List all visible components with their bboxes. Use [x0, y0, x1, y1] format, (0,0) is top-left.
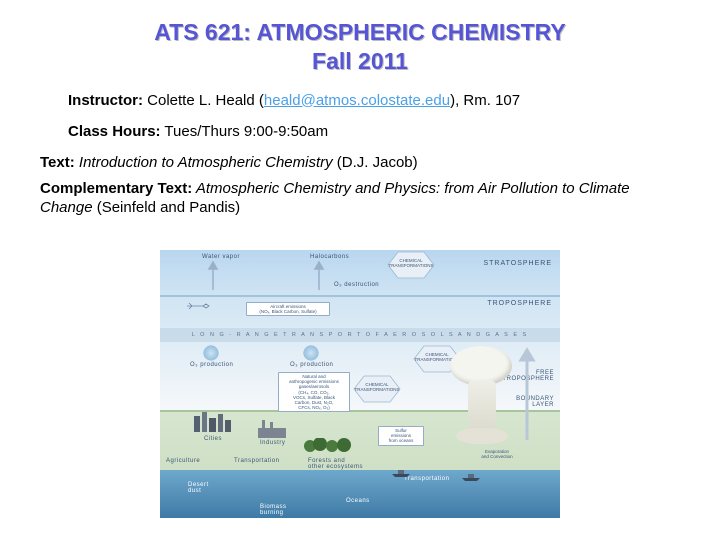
label-cities: Cities: [204, 436, 222, 442]
hours-label: Class Hours:: [68, 123, 161, 140]
aerosol-transport-band: L O N G - R A N G E T R A N S P O R T O …: [160, 328, 560, 342]
hours-line: Class Hours: Tues/Thurs 9:00-9:50am: [68, 121, 680, 143]
instructor-label: Instructor:: [68, 92, 143, 109]
comptext-label: Complementary Text:: [40, 180, 192, 197]
label-biomass: Biomass burning: [260, 504, 287, 516]
label-troposphere: TROPOSPHERE: [487, 300, 552, 307]
comptext-author: (Seinfeld and Pandis): [97, 199, 240, 216]
course-title: ATS 621: ATMOSPHERIC CHEMISTRY Fall 2011: [40, 18, 680, 76]
label-stratosphere: STRATOSPHERE: [483, 260, 552, 267]
label-forests: Forests and other ecosystems: [308, 458, 363, 470]
title-line2: Fall 2011: [312, 48, 408, 74]
instructor-after: ), Rm. 107: [450, 92, 520, 109]
label-oceans: Oceans: [346, 498, 370, 504]
box-sulfur: Sulfur emissions from oceans: [378, 426, 424, 446]
text-label: Text:: [40, 154, 75, 171]
label-o3-prod-right: O₃ production: [290, 362, 333, 368]
cities-icon: [192, 408, 242, 436]
ocean-layer: [160, 470, 560, 518]
cloud-base: [456, 428, 508, 444]
ship-icon-1: [390, 468, 412, 480]
label-o3-destruction: O₃ destruction: [334, 282, 379, 288]
box-emissions: Natural and anthropogenic emissions gase…: [278, 372, 350, 412]
hex-chemtrans-top-text: CHEMICAL TRANSFORMATIONS: [386, 259, 436, 269]
arrow-evap: [520, 350, 534, 442]
comptext-line: Complementary Text: Atmospheric Chemistr…: [40, 179, 680, 218]
airplane-icon: [186, 302, 210, 310]
label-halocarbons: Halocarbons: [310, 254, 349, 260]
text-title: Introduction to Atmospheric Chemistry: [75, 154, 337, 171]
label-transportation: Transportation: [234, 458, 279, 464]
title-line1: ATS 621: ATMOSPHERIC CHEMISTRY: [154, 19, 565, 45]
hours-value: Tues/Thurs 9:00-9:50am: [161, 123, 329, 140]
atmosphere-diagram: STRATOSPHERE TROPOSPHERE FREE TROPOSPHER…: [160, 250, 560, 518]
arrow-up-1: [208, 262, 218, 292]
instructor-line: Instructor: Colette L. Heald (heald@atmo…: [68, 90, 680, 112]
slide: ATS 621: ATMOSPHERIC CHEMISTRY Fall 2011…: [0, 0, 720, 540]
instructor-name: Colette L. Heald (: [143, 92, 264, 109]
text-line: Text: Introduction to Atmospheric Chemis…: [40, 153, 680, 173]
label-industry: Industry: [260, 440, 285, 446]
hex-chemtrans-3-text: CHEMICAL TRANSFORMATIONS: [352, 383, 402, 393]
label-water-vapor: Water vapor: [202, 254, 240, 260]
label-desert: Desert dust: [188, 482, 209, 494]
tropopause-line: [160, 295, 560, 297]
o3-circle-right: [304, 346, 318, 360]
instructor-email[interactable]: heald@atmos.colostate.edu: [264, 92, 450, 109]
cloud-column: [468, 380, 496, 434]
label-evap: Evaporation and Convection: [470, 448, 524, 460]
industry-icon: [258, 420, 288, 440]
arrow-up-2: [314, 262, 324, 292]
forests-icon: [302, 438, 356, 460]
o3-circle-left: [204, 346, 218, 360]
label-agriculture: Agriculture: [166, 458, 200, 464]
text-author: (D.J. Jacob): [337, 154, 418, 171]
label-o3-prod-left: O₃ production: [190, 362, 233, 368]
box-aircraft-emissions: Aircraft emissions (NOₓ, Black Carbon, S…: [246, 302, 330, 316]
ship-icon-2: [460, 472, 482, 484]
